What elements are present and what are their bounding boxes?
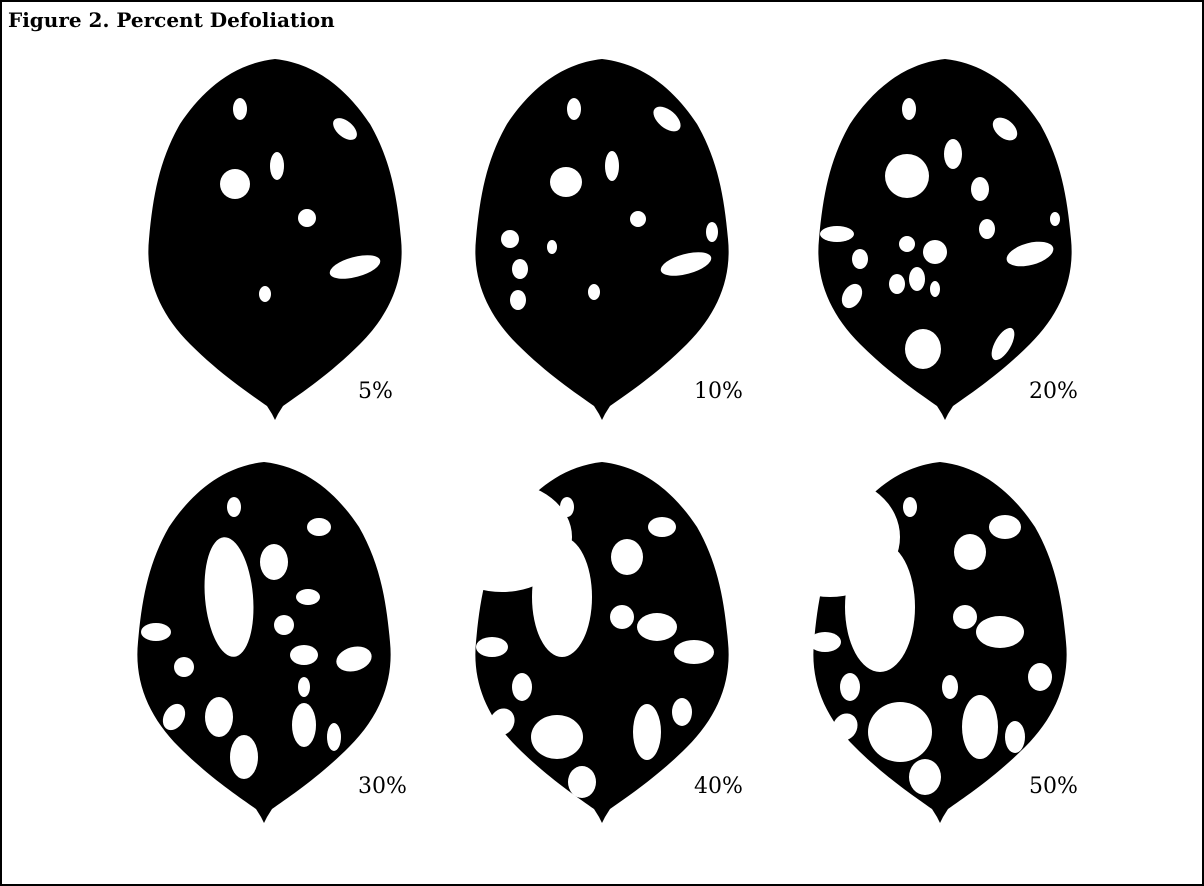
leaf-5-percent — [148, 59, 402, 420]
label-50-percent: 50% — [1029, 774, 1078, 799]
leaf-30-percent — [137, 462, 391, 823]
label-5-percent: 5% — [358, 379, 393, 404]
label-10-percent: 10% — [694, 379, 743, 404]
leaf-holes — [760, 477, 1052, 795]
label-30-percent: 30% — [358, 774, 407, 799]
leaf-blade — [818, 59, 1072, 420]
label-40-percent: 40% — [694, 774, 743, 799]
leaf-holes — [820, 98, 1060, 369]
leaf-40-percent — [432, 462, 729, 823]
figure-title: Figure 2. Percent Defoliation — [8, 8, 335, 32]
leaf-50-percent — [760, 462, 1067, 823]
leaf-holes — [141, 497, 372, 779]
leaf-20-percent — [818, 59, 1072, 420]
leaf-blade — [148, 59, 402, 420]
leaf-blade — [137, 462, 391, 823]
leaf-holes — [220, 98, 381, 302]
label-20-percent: 20% — [1029, 379, 1078, 404]
leaf-holes — [501, 98, 718, 310]
leaf-holes — [432, 482, 714, 798]
leaf-10-percent — [475, 59, 729, 420]
